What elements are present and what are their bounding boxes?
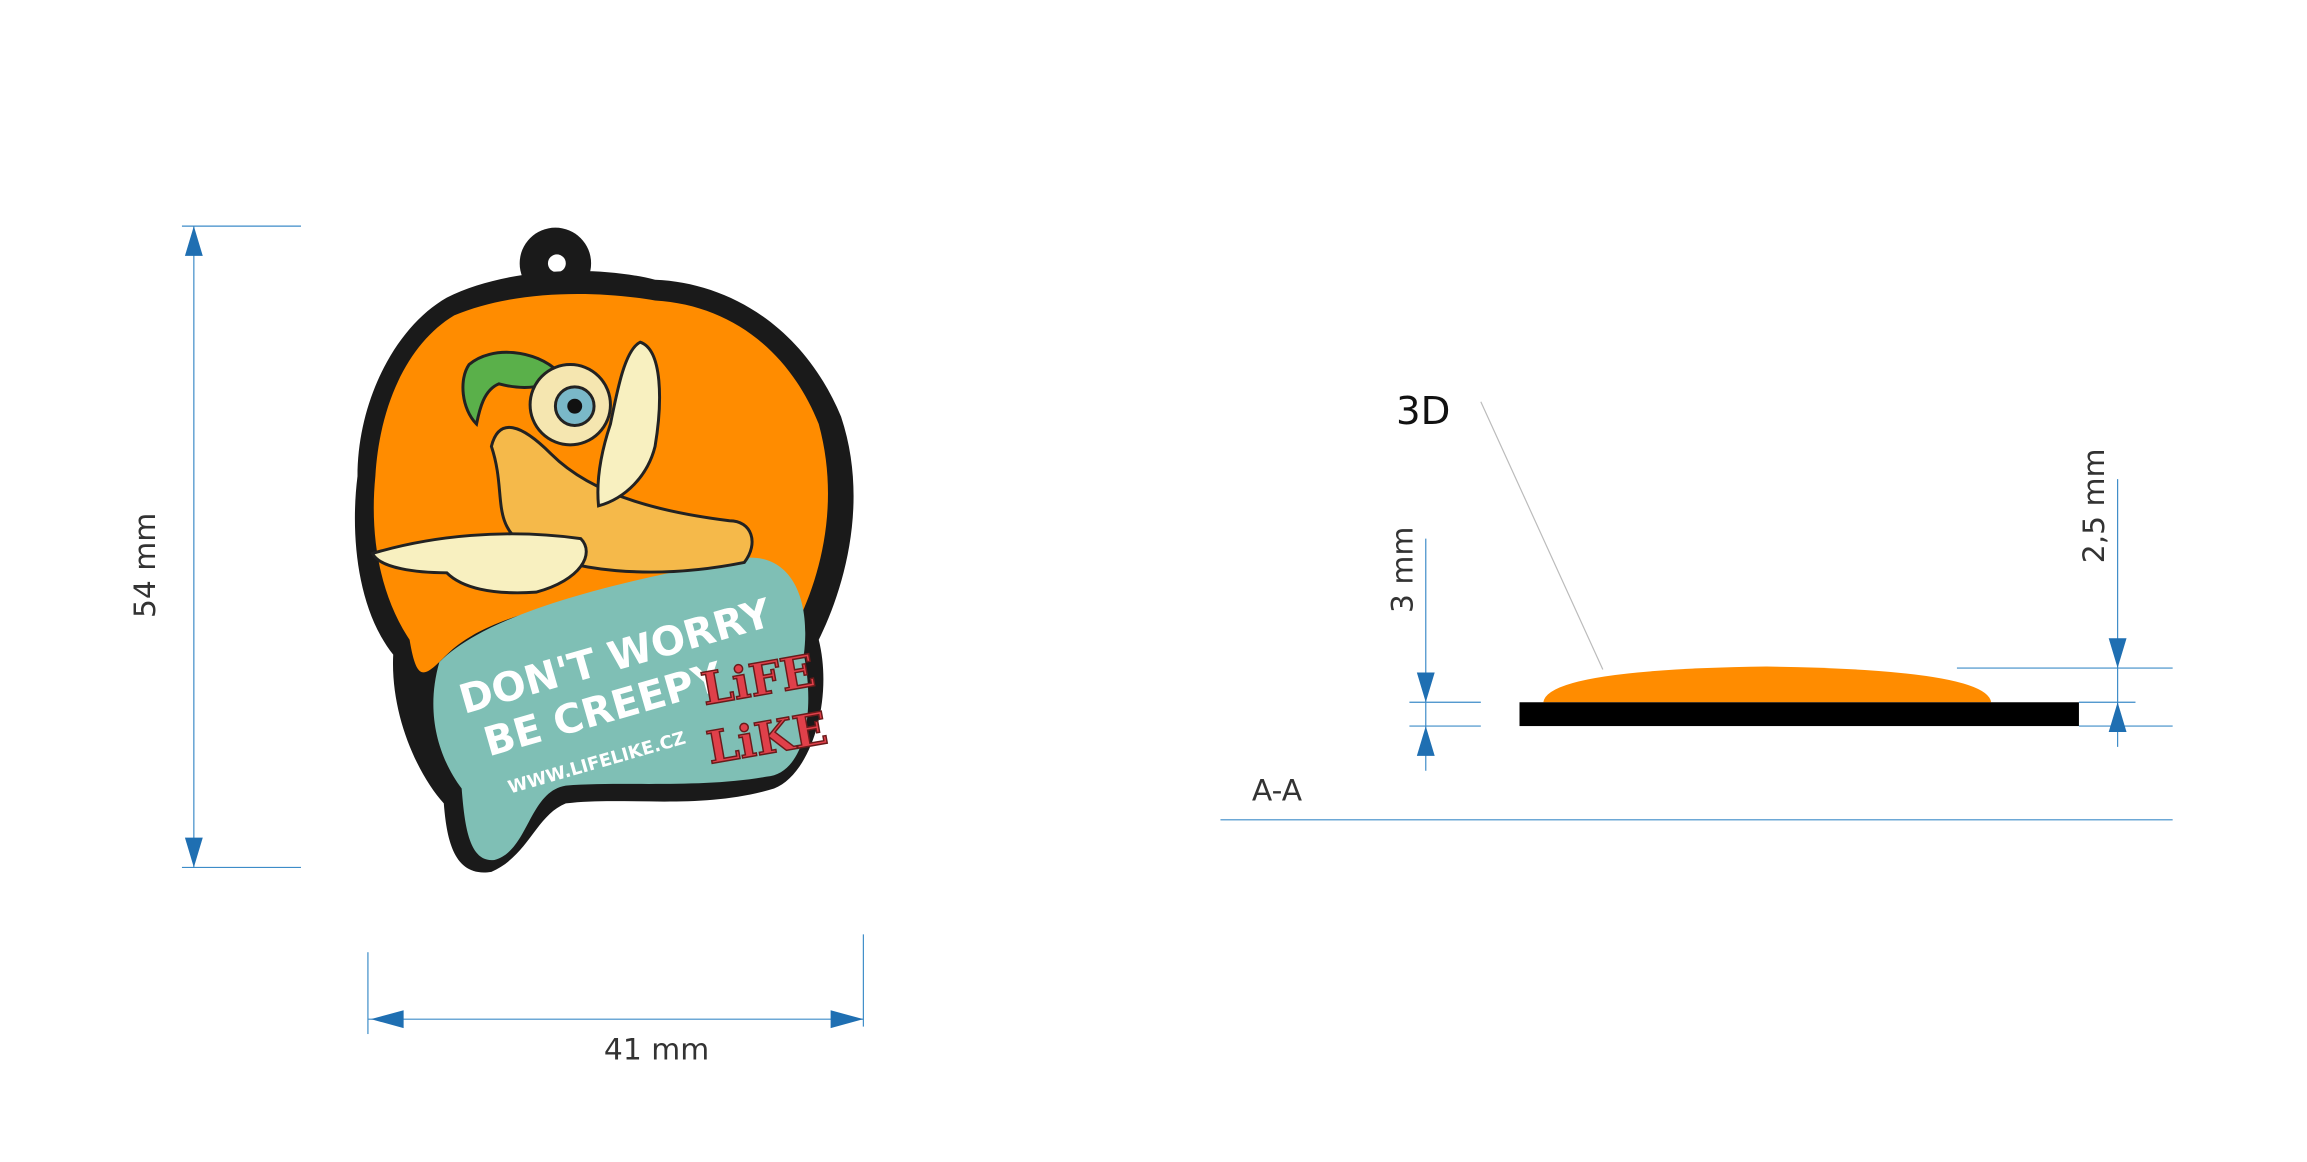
height-dimension: 54 mm xyxy=(128,225,301,869)
width-label: 41 mm xyxy=(604,1032,709,1067)
section-view: 3D 3 mm 2,5 mm A-A xyxy=(1220,389,2173,821)
width-dimension: 41 mm xyxy=(367,934,864,1067)
callout-3d: 3D xyxy=(1396,389,1450,434)
charm: DON'T WORRY BE CREEPY WWW.LIFELIKE.CZ Li… xyxy=(354,227,854,873)
section-label: A-A xyxy=(1252,773,1303,808)
dome-height-label: 2,5 mm xyxy=(2077,448,2112,563)
dome xyxy=(1543,666,1992,703)
base-plate xyxy=(1519,702,2079,727)
height-label: 54 mm xyxy=(128,513,163,618)
base-thickness-label: 3 mm xyxy=(1385,527,1420,613)
